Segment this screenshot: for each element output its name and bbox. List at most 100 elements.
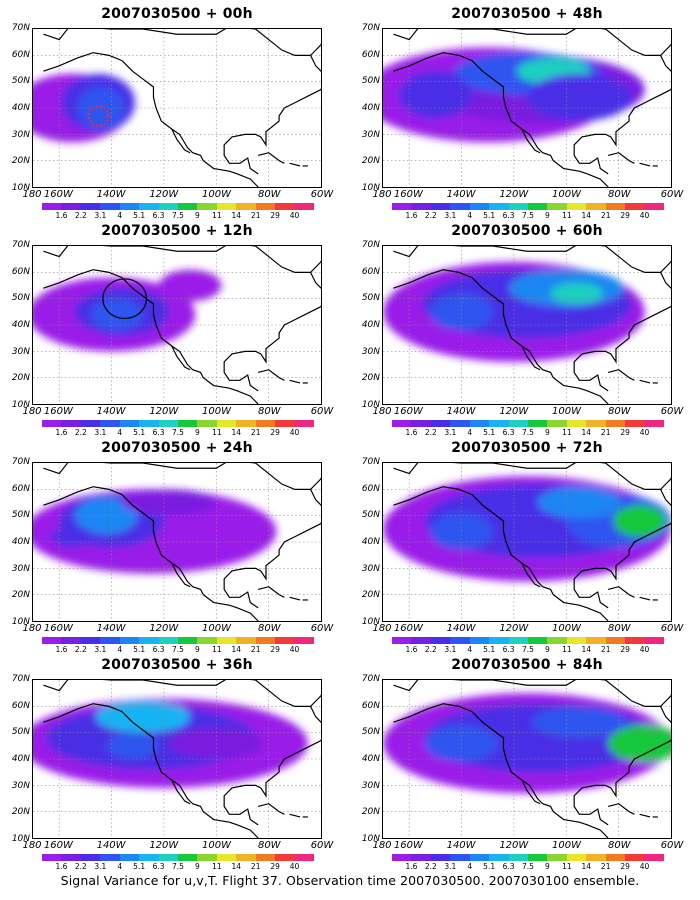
panel-title: 2007030500 + 72h bbox=[451, 440, 603, 456]
colorbar-swatch bbox=[469, 854, 490, 861]
colorbar-swatch bbox=[411, 203, 431, 210]
latitude-tick-label: 60N bbox=[11, 483, 30, 494]
contour-map-svg bbox=[383, 680, 671, 838]
colorbar-swatch bbox=[450, 203, 470, 210]
contour-map-svg bbox=[33, 680, 321, 838]
coastlines bbox=[393, 246, 671, 404]
contour-map-svg bbox=[33, 246, 321, 404]
colorbar-label: 9 bbox=[545, 645, 550, 654]
colorbar bbox=[392, 203, 664, 210]
colorbar-swatch bbox=[625, 420, 645, 427]
longitude-tick-label: 100W bbox=[202, 189, 232, 200]
gridlines bbox=[33, 246, 321, 404]
latitude-tick-label: 30N bbox=[11, 780, 30, 791]
map-panel: 2007030500 + 48h 70N 60N 50N 40N 30N 20N 10N 180… bbox=[350, 0, 695, 220]
longitude-tick-label: 60W bbox=[660, 623, 684, 634]
latitude-tick-label: 20N bbox=[11, 590, 30, 601]
colorbar-label: 4 bbox=[117, 645, 123, 654]
colorbar-swatch bbox=[42, 854, 62, 861]
longitude-tick-label: 160W bbox=[43, 840, 73, 851]
latitude-tick-label: 10N bbox=[11, 183, 30, 193]
colorbar-swatch bbox=[119, 420, 140, 427]
longitude-tick-label: 80W bbox=[257, 406, 281, 417]
map-plot bbox=[382, 28, 672, 188]
latitude-tick-label: 70N bbox=[11, 674, 30, 684]
colorbar-label: 6.3 bbox=[152, 862, 165, 871]
colorbar-label: 5.1 bbox=[483, 645, 496, 654]
colorbar-swatch bbox=[80, 420, 101, 427]
latitude-tick-label: 20N bbox=[361, 156, 380, 167]
colorbar-label: 7.5 bbox=[522, 428, 534, 437]
variance-contour-blob bbox=[398, 71, 472, 119]
colorbar-label: 40 bbox=[289, 428, 300, 437]
colorbar-swatch bbox=[566, 420, 587, 427]
map-plot bbox=[382, 462, 672, 622]
colorbar-swatch bbox=[566, 203, 587, 210]
colorbar-label: 3.1 bbox=[94, 428, 107, 437]
longitude-tick-label: 60W bbox=[660, 406, 684, 417]
contour-map-svg bbox=[33, 463, 321, 621]
colorbar-swatch bbox=[255, 203, 276, 210]
latitude-tick-label: 30N bbox=[361, 129, 380, 140]
colorbar-label: 29 bbox=[270, 211, 280, 220]
colorbar-label: 3.1 bbox=[444, 428, 457, 437]
colorbar-swatch bbox=[625, 637, 645, 644]
colorbar-label: 6.3 bbox=[502, 211, 515, 220]
latitude-tick-label: 30N bbox=[11, 563, 30, 574]
variance-field bbox=[383, 476, 671, 582]
colorbar-label: 5.1 bbox=[133, 645, 146, 654]
panel-title: 2007030500 + 36h bbox=[101, 657, 253, 673]
colorbar-swatch bbox=[469, 637, 490, 644]
latitude-tick-label: 20N bbox=[361, 373, 380, 384]
longitude-tick-label: 180 bbox=[372, 840, 392, 851]
longitude-tick-label: 100W bbox=[202, 406, 232, 417]
colorbar-label: 1.6 bbox=[405, 428, 418, 437]
colorbar-label: 1.6 bbox=[55, 211, 68, 220]
colorbar-label: 29 bbox=[270, 862, 280, 871]
longitude-tick-label: 180 bbox=[22, 623, 42, 634]
colorbar-swatch bbox=[489, 420, 509, 427]
colorbar-label: 3.1 bbox=[444, 211, 457, 220]
longitude-tick-label: 160W bbox=[393, 189, 423, 200]
colorbar-swatch bbox=[275, 854, 295, 861]
latitude-tick-label: 70N bbox=[11, 457, 30, 467]
colorbar-swatch bbox=[61, 854, 81, 861]
colorbar-swatch bbox=[275, 203, 295, 210]
colorbar-label: 2.2 bbox=[424, 211, 437, 220]
colorbar-label: 4 bbox=[467, 428, 473, 437]
latitude-tick-label: 30N bbox=[11, 346, 30, 357]
colorbar-swatch bbox=[177, 420, 198, 427]
colorbar-label: 7.5 bbox=[172, 428, 184, 437]
longitude-tick-label: 120W bbox=[149, 406, 179, 417]
latitude-tick-label: 10N bbox=[11, 617, 30, 627]
latitude-tick-label: 40N bbox=[361, 320, 380, 330]
colorbar-label: 2.2 bbox=[74, 645, 87, 654]
variance-contour-blob bbox=[613, 505, 666, 537]
map-plot bbox=[382, 679, 672, 839]
colorbar-swatch bbox=[586, 854, 606, 861]
colorbar-swatch bbox=[100, 637, 120, 644]
colorbar bbox=[42, 203, 314, 210]
colorbar-swatch bbox=[216, 420, 237, 427]
latitude-tick-label: 10N bbox=[361, 834, 380, 844]
variance-field bbox=[33, 73, 136, 143]
colorbar-swatch bbox=[527, 637, 548, 644]
map-plot bbox=[32, 28, 322, 188]
colorbar-swatch bbox=[450, 637, 470, 644]
longitude-tick-label: 100W bbox=[552, 189, 582, 200]
colorbar-swatch bbox=[469, 420, 490, 427]
coastlines bbox=[43, 463, 321, 621]
contour-map-svg bbox=[33, 29, 321, 187]
colorbar-swatch bbox=[508, 854, 528, 861]
variance-field bbox=[33, 269, 222, 352]
colorbar-swatch bbox=[158, 420, 178, 427]
longitude-tick-label: 80W bbox=[607, 840, 631, 851]
longitude-tick-label: 60W bbox=[660, 840, 684, 851]
latitude-tick-label: 50N bbox=[361, 727, 380, 738]
longitude-tick-label: 120W bbox=[499, 189, 529, 200]
colorbar-label: 40 bbox=[289, 862, 300, 871]
variance-contour-blob bbox=[532, 706, 627, 738]
colorbar-swatch bbox=[644, 420, 664, 427]
colorbar-swatch bbox=[508, 637, 528, 644]
colorbar-swatch bbox=[605, 637, 626, 644]
